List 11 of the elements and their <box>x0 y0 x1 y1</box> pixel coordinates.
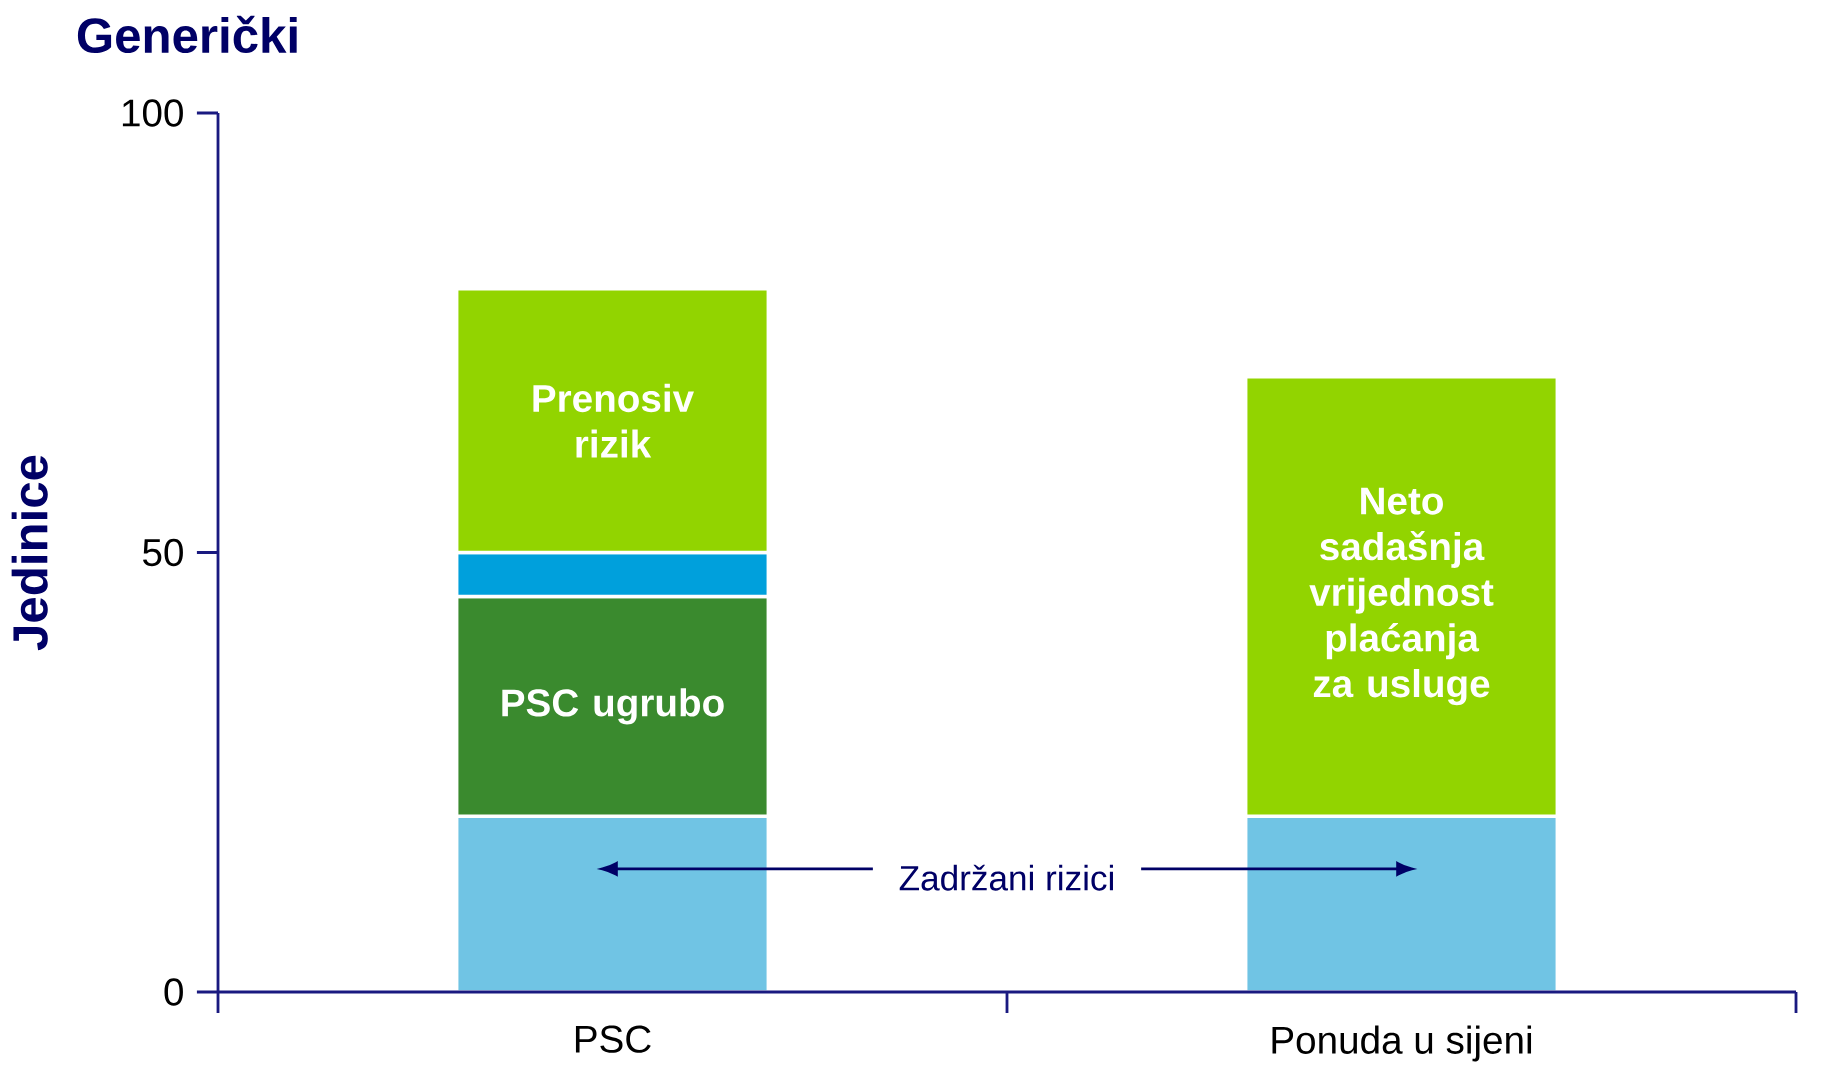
y-tick-label: 50 <box>143 538 183 567</box>
series-label: Prenosiv rizik <box>533 383 694 458</box>
series-label: PSC ugrubo <box>502 688 724 725</box>
series-label: Neto sadašnja vrijednost plaćanja za usluge <box>1309 487 1494 706</box>
chart-title: Generički <box>77 15 297 54</box>
x-tick-label: PSC <box>575 1025 651 1053</box>
x-tick-label: Ponuda u sijeni <box>1272 1025 1532 1062</box>
y-tick-label: 0 <box>164 978 183 1006</box>
y-tick-label: 100 <box>122 99 183 127</box>
y-axis-title: Jedinice <box>11 455 48 651</box>
text: Zadržani rizici <box>899 864 1113 891</box>
